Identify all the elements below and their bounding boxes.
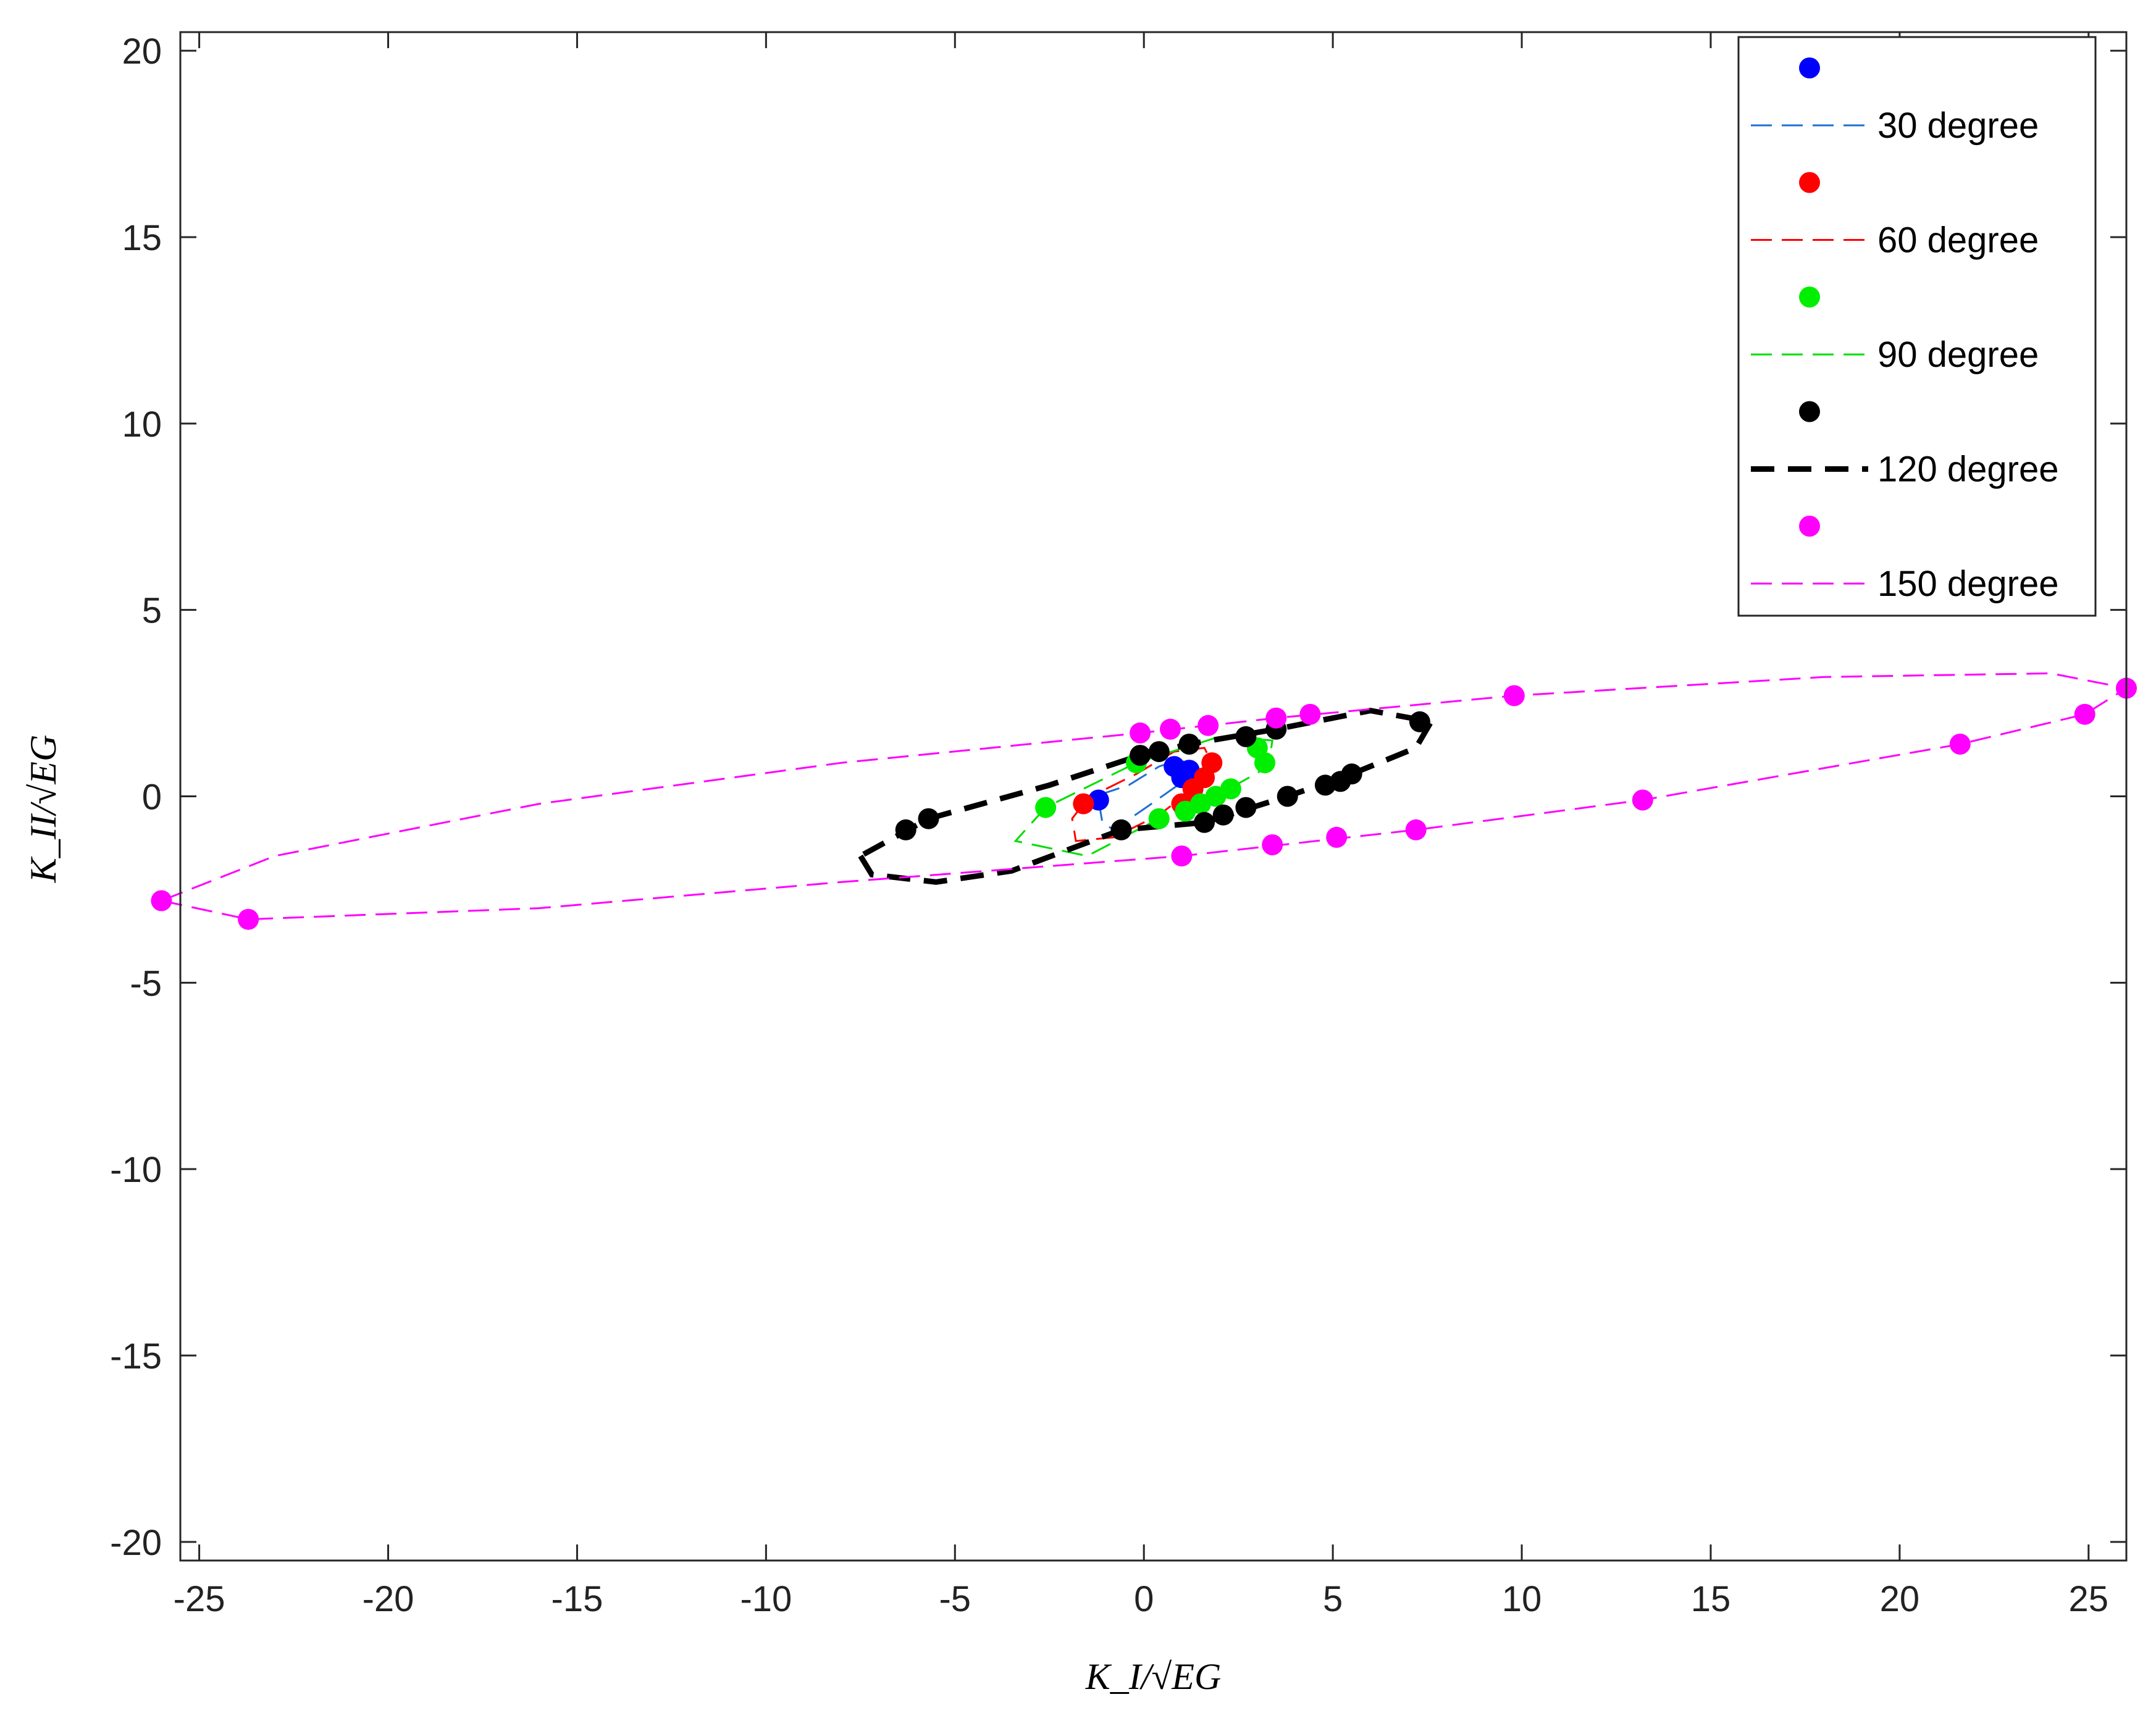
- series-5-point: [1503, 685, 1525, 706]
- series-4-curve: [858, 708, 1436, 885]
- x-tick-label: 0: [1134, 1579, 1154, 1619]
- series-4-point: [1194, 811, 1215, 833]
- legend-label-3: 90 degree: [1877, 335, 2039, 375]
- legend-label-1: 30 degree: [1877, 106, 2039, 146]
- series-3-point: [1148, 808, 1170, 829]
- series-5-point: [238, 908, 259, 930]
- y-tick-label: 0: [142, 777, 162, 818]
- series-5-point: [1265, 707, 1287, 729]
- y-tick-label: 10: [122, 404, 162, 445]
- y-tick-label: 15: [122, 218, 162, 258]
- series-5-point: [1299, 703, 1321, 725]
- series-4-point: [1148, 741, 1170, 763]
- x-tick-label: 25: [2069, 1579, 2109, 1619]
- series-5-point: [1949, 734, 1971, 755]
- x-tick-label: -25: [174, 1579, 225, 1619]
- x-tick-label: -15: [552, 1579, 603, 1619]
- series-5-point: [1262, 834, 1283, 855]
- x-tick-label: 15: [1691, 1579, 1731, 1619]
- x-tick-label: -5: [939, 1579, 971, 1619]
- series-4-point: [1235, 797, 1257, 818]
- series-points: [151, 677, 2137, 930]
- series-5-point: [1405, 819, 1427, 840]
- x-tick-label: 5: [1323, 1579, 1343, 1619]
- legend-marker-3: [1799, 287, 1820, 308]
- legend: 30 degree 60 degree 90 degree 120 degree 150…: [1737, 36, 2097, 617]
- series-4-point: [1130, 745, 1151, 766]
- legend-box: [1737, 36, 2097, 617]
- legend-marker-2: [1799, 172, 1820, 193]
- series-4-point: [1409, 711, 1430, 732]
- x-tick-label: -10: [740, 1579, 792, 1619]
- series-4-point: [1212, 804, 1234, 826]
- x-axis-title: K_I/√EG: [1085, 1656, 1222, 1697]
- series-5-point: [1171, 845, 1193, 867]
- series-4-point: [1341, 763, 1362, 785]
- series-5-point: [2074, 703, 2095, 725]
- series-4-point: [895, 819, 917, 840]
- series-5-point: [1198, 714, 1219, 736]
- series-5-point: [1326, 826, 1348, 848]
- axis-ticks: [180, 32, 2126, 1561]
- series-2-point: [1073, 793, 1094, 815]
- legend-marker-4: [1799, 401, 1820, 422]
- series-5-point: [151, 890, 172, 911]
- series-5-point: [1130, 722, 1151, 744]
- x-tick-label: -20: [363, 1579, 414, 1619]
- legend-marker-1: [1799, 57, 1820, 78]
- y-tick-label: -10: [110, 1150, 162, 1190]
- axis-tick-labels: -25 -20 -15 -10 -5 0 5 10 15 20 25 -20 -15 -10 -5 0 5 10 1…: [110, 31, 2108, 1619]
- y-tick-label: 20: [122, 31, 162, 72]
- y-tick-label: 5: [142, 591, 162, 631]
- series-5-point: [1632, 789, 1653, 811]
- legend-label-5: 150 degree: [1877, 564, 2058, 604]
- series-2-point: [1201, 752, 1223, 774]
- legend-marker-5: [1799, 516, 1820, 537]
- series-3-point: [1035, 797, 1057, 818]
- series-4-point: [1110, 819, 1132, 840]
- y-axis-title: K_II/√EG: [23, 735, 64, 884]
- series-4-point: [1235, 726, 1257, 747]
- series-4-point: [918, 808, 939, 829]
- series-4-point: [1178, 734, 1200, 755]
- x-tick-label: 20: [1880, 1579, 1920, 1619]
- x-tick-label: 10: [1502, 1579, 1542, 1619]
- legend-label-4: 120 degree: [1877, 450, 2058, 490]
- series-3-point: [1220, 778, 1241, 800]
- legend-label-2: 60 degree: [1877, 220, 2039, 261]
- y-tick-label: -20: [110, 1523, 162, 1563]
- y-tick-label: -15: [110, 1336, 162, 1376]
- y-tick-label: -5: [130, 963, 162, 1004]
- series-5-point: [1160, 718, 1181, 740]
- series-4-point: [1277, 786, 1298, 807]
